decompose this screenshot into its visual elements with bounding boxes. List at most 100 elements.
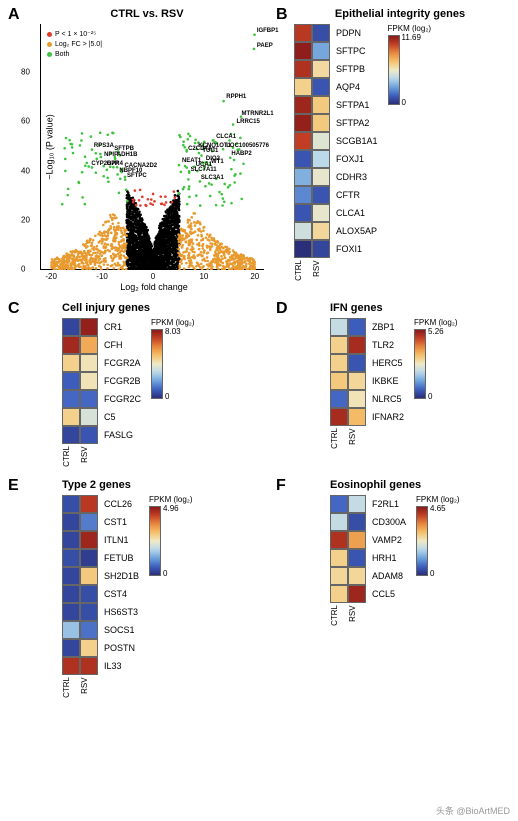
gene-label: CLCA1 — [334, 204, 378, 222]
gene-label: IL33 — [102, 657, 139, 675]
volcano-scatter — [41, 24, 265, 270]
y-tick: 0 — [21, 265, 25, 274]
gene-labels: F2RL1CD300AVAMP2HRH1ADAM8CCL5 — [370, 495, 406, 603]
heatmap-cell — [62, 639, 80, 657]
panel-d: D IFN genes CTRLRSVZBP1TLR2HERC5IKBKENLR… — [276, 302, 506, 451]
gene-label: CCL26 — [102, 495, 139, 513]
column-label: RSV — [348, 428, 366, 451]
gene-label: FCGR2B — [102, 372, 141, 390]
gene-label: FASLG — [102, 426, 141, 444]
heatmap-cell — [348, 585, 366, 603]
gene-label: CCL5 — [370, 585, 406, 603]
gene-label: NLRC5 — [370, 390, 404, 408]
colorbar-min: 0 — [402, 98, 406, 107]
heatmap-cell — [62, 549, 80, 567]
panel-c: C Cell injury genes CTRLRSVCR1CFHFCGR2AF… — [8, 302, 268, 469]
gene-label: CST1 — [102, 513, 139, 531]
heatmap-cell — [312, 168, 330, 186]
heatmap-cell — [312, 96, 330, 114]
y-tick: 20 — [21, 215, 30, 224]
heatmap-cell — [348, 336, 366, 354]
heatmap-cell — [312, 78, 330, 96]
heatmap-cell — [62, 408, 80, 426]
heatmap-cell — [62, 336, 80, 354]
colorbar-gradient — [151, 329, 163, 399]
gene-label: FOXI1 — [334, 240, 378, 258]
heatmap-cell — [294, 114, 312, 132]
x-tick: 0 — [151, 272, 155, 281]
heatmap-f: CTRLRSVF2RL1CD300AVAMP2HRH1ADAM8CCL5FPKM… — [330, 495, 506, 628]
colorbar-gradient — [149, 506, 161, 576]
colorbar-max: 4.65 — [430, 504, 446, 513]
panel-c-title: Cell injury genes — [62, 302, 268, 314]
heatmap-cell — [330, 567, 348, 585]
heatmap-cell — [294, 240, 312, 258]
heatmap-cell — [348, 318, 366, 336]
heatmap-cell — [80, 372, 98, 390]
gene-label: SFTPB — [334, 60, 378, 78]
watermark: 头条 @BioArtMED — [436, 804, 510, 817]
heatmap-grid — [62, 318, 98, 444]
heatmap-cell — [80, 621, 98, 639]
y-tick: 80 — [21, 68, 30, 77]
panel-b: B Epithelial integrity genes CTRLRSVPDPN… — [276, 8, 506, 283]
gene-label: F2RL1 — [370, 495, 406, 513]
column-label: RSV — [312, 260, 330, 283]
gene-label: SFTPA1 — [334, 96, 378, 114]
gene-label: IFNAR2 — [370, 408, 404, 426]
column-label: CTRL — [330, 428, 348, 451]
colorbar: FPKM (log₂)4.650 — [416, 495, 460, 576]
heatmap-cell — [330, 408, 348, 426]
panel-a-label: A — [8, 6, 20, 24]
panel-d-label: D — [276, 300, 288, 318]
gene-label: SCGB1A1 — [334, 132, 378, 150]
heatmap-cell — [330, 549, 348, 567]
colorbar: FPKM (log₂)8.030 — [151, 318, 195, 399]
gene-label: SFTPA2 — [334, 114, 378, 132]
heatmap-grid — [330, 318, 366, 426]
gene-label: CST4 — [102, 585, 139, 603]
heatmap-cell — [348, 390, 366, 408]
x-tick: 10 — [199, 272, 208, 281]
gene-label: POSTN — [102, 639, 139, 657]
heatmap-grid — [62, 495, 98, 675]
heatmap-cell — [80, 336, 98, 354]
gene-label: C5 — [102, 408, 141, 426]
heatmap-cell — [348, 531, 366, 549]
colorbar: FPKM (log₂)5.260 — [414, 318, 458, 399]
heatmap-cell — [80, 657, 98, 675]
gene-label: FETUB — [102, 549, 139, 567]
heatmap-cell — [330, 495, 348, 513]
column-label: CTRL — [62, 446, 80, 469]
heatmap-cell — [294, 204, 312, 222]
heatmap-cell — [62, 567, 80, 585]
colorbar-min: 0 — [428, 392, 432, 401]
heatmap-cell — [348, 513, 366, 531]
heatmap-cell — [62, 603, 80, 621]
y-tick: 40 — [21, 166, 30, 175]
panel-d-title: IFN genes — [330, 302, 506, 314]
gene-label: IKBKE — [370, 372, 404, 390]
heatmap-cell — [62, 585, 80, 603]
heatmap-cell — [330, 318, 348, 336]
heatmap-cell — [348, 408, 366, 426]
colorbar-min: 0 — [163, 569, 167, 578]
gene-label: FOXJ1 — [334, 150, 378, 168]
heatmap-cell — [80, 513, 98, 531]
heatmap-cell — [62, 354, 80, 372]
colorbar-title: FPKM (log₂) — [416, 495, 460, 504]
heatmap-cell — [312, 60, 330, 78]
heatmap-cell — [62, 657, 80, 675]
heatmap-c: CTRLRSVCR1CFHFCGR2AFCGR2BFCGR2CC5FASLGFP… — [62, 318, 268, 469]
panel-f-title: Eosinophil genes — [330, 479, 506, 491]
colorbar: FPKM (log₂)4.960 — [149, 495, 193, 576]
heatmap-cell — [312, 240, 330, 258]
gene-label: HERC5 — [370, 354, 404, 372]
colorbar-title: FPKM (log₂) — [414, 318, 458, 327]
colorbar-max: 11.69 — [402, 33, 421, 42]
heatmap-cell — [62, 531, 80, 549]
heatmap-cell — [294, 60, 312, 78]
heatmap-cell — [348, 354, 366, 372]
heatmap-cell — [80, 354, 98, 372]
heatmap-cell — [80, 603, 98, 621]
